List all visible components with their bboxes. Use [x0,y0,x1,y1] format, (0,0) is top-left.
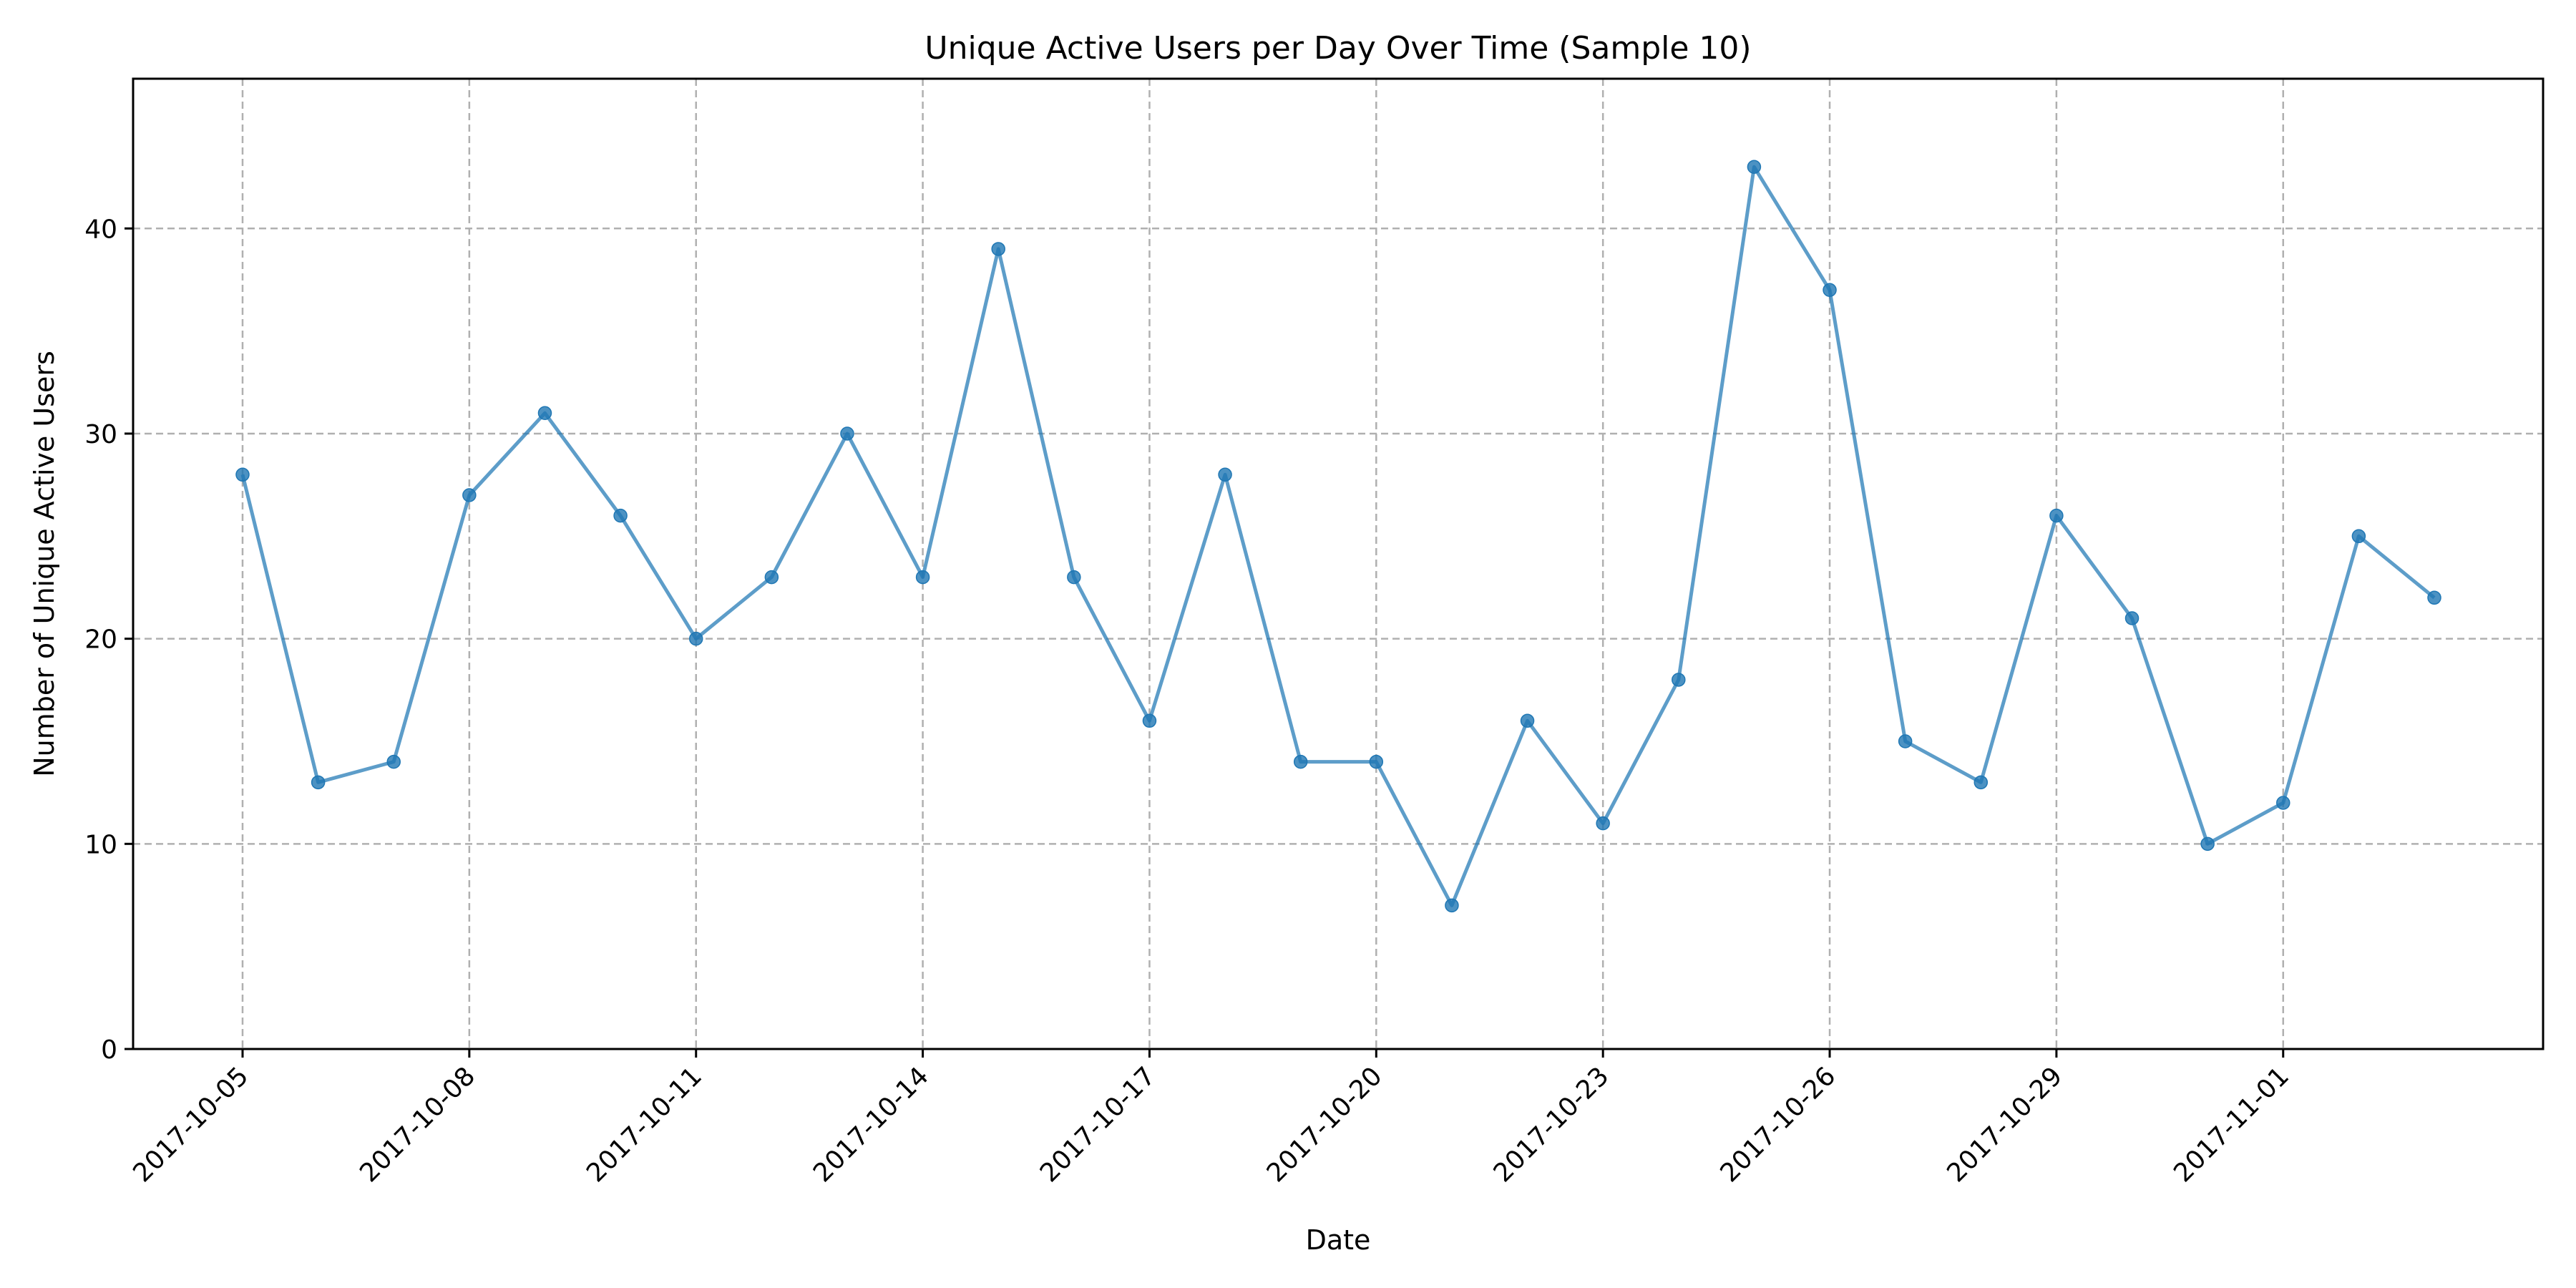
data-point [1596,816,1610,831]
y-axis-label: Number of Unique Active Users [29,351,60,777]
data-point [1067,570,1081,585]
series-line [240,165,2436,907]
data-point [1898,734,1913,748]
data-point [1823,283,1837,298]
data-point [991,242,1005,256]
data-point [1369,754,1384,769]
y-axis-ticks: 0 10 20 30 40 [84,215,133,1065]
y-tick-label: 10 [84,830,117,859]
data-point [915,570,930,585]
data-point [462,488,477,502]
plot-frame [132,77,2545,1050]
data-point [537,406,552,421]
y-tick-label: 20 [84,625,117,655]
data-point [2351,529,2366,544]
data-point [235,467,250,482]
data-point [840,426,854,441]
data-point [2276,796,2290,810]
series-layer [235,160,2441,913]
data-point [1747,160,1762,175]
chart-title: Unique Active Users per Day Over Time (S… [924,30,1751,67]
x-axis-label: Date [1306,1224,1371,1256]
y-tick-label: 40 [84,215,117,244]
data-point [688,631,703,646]
data-point [1974,775,1989,790]
data-point [386,754,401,769]
data-point [2049,508,2064,523]
y-tick-label: 30 [84,420,117,449]
data-point [2124,611,2140,625]
grid-layer [133,79,2543,1049]
data-point [764,570,779,585]
data-point [1218,467,1232,482]
data-point [1445,898,1459,913]
data-point [2200,836,2215,852]
data-point [1142,713,1157,728]
data-point [2427,590,2441,605]
data-point [613,508,628,523]
data-point [1520,713,1535,728]
data-point [1293,754,1308,769]
data-point [1672,673,1686,687]
y-tick-label: 0 [101,1035,117,1065]
data-point [311,775,326,790]
